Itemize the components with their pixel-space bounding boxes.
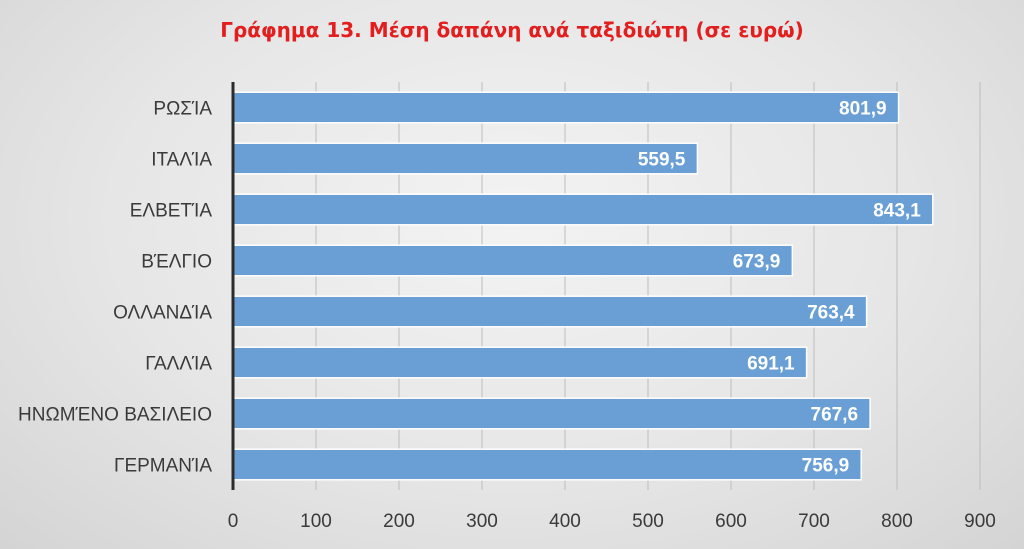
x-tick-label: 800 <box>881 511 913 532</box>
category-label: ΙΤΑΛΊΑ <box>151 150 212 171</box>
category-label: ΒΈΛΓΙΟ <box>141 252 212 273</box>
x-tick-label: 700 <box>798 511 830 532</box>
data-label: 843,1 <box>873 201 921 222</box>
x-tick-label: 200 <box>383 511 415 532</box>
category-label: ΓΕΡΜΑΝΊΑ <box>114 456 212 477</box>
x-tick-label: 0 <box>228 511 239 532</box>
data-label: 673,9 <box>733 252 781 273</box>
x-tick-label: 100 <box>300 511 332 532</box>
bar <box>232 346 808 379</box>
x-axis-tick-labels: 0 100 200 300 400 500 600 700 800 900 <box>228 511 996 532</box>
category-labels: ΡΩΣΊΑ ΙΤΑΛΊΑ ΕΛΒΕΤΊΑ ΒΈΛΓΙΟ ΟΛΛΑΝΔΊΑ ΓΑΛΛΊΑ ΗΝ… <box>18 99 212 477</box>
bar <box>232 142 699 175</box>
bar <box>232 397 871 430</box>
bar <box>232 193 934 226</box>
bar <box>232 91 900 124</box>
data-label: 691,1 <box>747 354 795 375</box>
x-tick-label: 400 <box>549 511 581 532</box>
category-label: ΗΝΩΜΈΝΟ ΒΑΣΙΛΕΙΟ <box>18 405 212 426</box>
data-label: 756,9 <box>802 456 850 477</box>
data-label: 767,6 <box>811 405 859 426</box>
data-label: 801,9 <box>839 99 887 120</box>
x-tick-label: 600 <box>715 511 747 532</box>
x-tick-label: 500 <box>632 511 664 532</box>
bars: 801,9 559,5 843,1 673,9 763,4 691,1 767,6 756,9 <box>232 91 934 481</box>
category-label: ΓΑΛΛΊΑ <box>145 354 212 375</box>
data-label: 559,5 <box>638 150 686 171</box>
x-tick-label: 900 <box>964 511 996 532</box>
bar <box>232 448 862 481</box>
bar <box>232 244 794 277</box>
data-label: 763,4 <box>807 303 855 324</box>
x-tick-label: 300 <box>466 511 498 532</box>
category-label: ΡΩΣΊΑ <box>153 99 212 120</box>
bar <box>232 295 868 328</box>
category-label: ΕΛΒΕΤΊΑ <box>130 201 213 222</box>
category-label: ΟΛΛΑΝΔΊΑ <box>113 303 212 324</box>
chart-title: Γράφημα 13. Μέση δαπάνη ανά ταξιδιώτη (σ… <box>220 18 804 42</box>
